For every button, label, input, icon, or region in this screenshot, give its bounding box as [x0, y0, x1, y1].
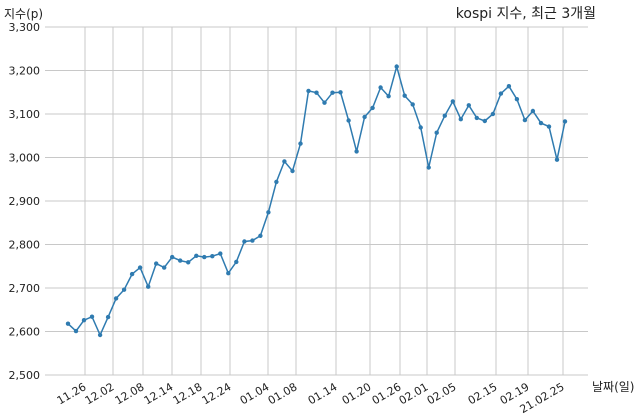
data-point — [402, 93, 407, 98]
data-point — [129, 271, 135, 277]
y-axis-ticks: 2,500 2,600 2,700 2,800 2,900 3,000 3,100 3,200… — [9, 21, 41, 382]
data-point — [442, 113, 447, 118]
data-point — [434, 130, 439, 135]
data-point — [170, 254, 175, 260]
y-tick-label: 3,200 — [9, 65, 41, 78]
x-tick-label: 12.08 — [113, 380, 147, 407]
data-point — [178, 258, 183, 263]
data-point — [362, 114, 367, 120]
data-point — [226, 271, 231, 276]
x-tick-label: 12.18 — [171, 380, 205, 407]
x-tick-label: 01.14 — [306, 380, 340, 407]
data-point — [474, 115, 479, 121]
data-point — [314, 90, 319, 95]
data-point — [154, 261, 159, 266]
data-point — [282, 159, 287, 164]
x-tick-label: 01.08 — [266, 380, 300, 407]
x-tick-label: 02.01 — [397, 380, 431, 407]
data-point — [322, 100, 327, 105]
data-point — [458, 117, 463, 122]
y-tick-label: 3,300 — [9, 21, 41, 34]
data-point — [394, 64, 399, 69]
data-point — [378, 85, 383, 90]
data-point — [81, 318, 87, 323]
x-tick-label: 02.05 — [425, 380, 459, 407]
data-point — [146, 284, 151, 289]
data-point — [73, 328, 79, 334]
x-tick-label: 12.24 — [200, 380, 234, 407]
x-tick-label: 12.14 — [142, 380, 176, 407]
y-tick-label: 2,500 — [9, 369, 41, 382]
data-point — [242, 239, 247, 244]
data-point — [298, 141, 303, 146]
x-tick-label: 12.02 — [83, 380, 117, 407]
data-point — [105, 314, 111, 320]
data-point — [370, 105, 375, 111]
x-tick-label: 02.15 — [466, 380, 500, 407]
data-point — [202, 254, 207, 260]
data-point — [250, 238, 255, 243]
data-point — [506, 84, 512, 89]
data-point — [450, 99, 455, 104]
data-point — [482, 118, 487, 124]
data-point — [97, 332, 103, 338]
data-point — [266, 210, 271, 215]
y-tick-label: 2,900 — [9, 195, 41, 208]
data-point — [418, 125, 423, 130]
data-point — [410, 102, 415, 107]
data-point — [386, 94, 391, 99]
data-point — [121, 287, 127, 292]
data-point — [306, 88, 311, 94]
data-point — [194, 253, 199, 258]
data-point — [330, 90, 335, 95]
x-tick-label: 01.26 — [370, 380, 404, 407]
data-point — [210, 254, 215, 259]
grid-lines — [45, 26, 588, 376]
data-point — [89, 314, 95, 319]
x-tick-label: 01.04 — [238, 380, 272, 407]
data-point — [186, 260, 191, 265]
x-tick-label: 01.20 — [340, 380, 374, 407]
data-point — [554, 157, 560, 162]
data-point — [538, 120, 544, 126]
y-tick-label: 2,800 — [9, 239, 41, 252]
data-point — [490, 111, 496, 117]
x-axis-title: 날짜(일) — [592, 380, 634, 394]
data-point — [546, 124, 552, 129]
data-point — [522, 117, 528, 123]
y-tick-label: 3,000 — [9, 152, 41, 165]
y-tick-label: 2,600 — [9, 326, 41, 339]
series-layer — [65, 63, 568, 338]
chart-title: kospi 지수, 최근 3개월 — [456, 6, 596, 22]
data-point — [530, 108, 536, 114]
data-point — [498, 91, 504, 96]
data-point — [274, 179, 279, 185]
data-point — [514, 97, 520, 102]
data-point — [346, 118, 351, 123]
data-point — [258, 233, 263, 238]
y-tick-label: 3,100 — [9, 108, 41, 121]
data-point — [466, 103, 471, 108]
data-point — [290, 168, 295, 174]
data-point — [137, 265, 143, 270]
data-point — [162, 265, 167, 270]
x-tick-label: 11.26 — [55, 380, 89, 407]
data-point — [234, 259, 239, 265]
y-axis-title: 지수(p) — [4, 7, 43, 21]
data-point — [426, 165, 431, 170]
data-point — [113, 296, 119, 301]
y-tick-label: 2,700 — [9, 282, 41, 295]
data-point — [562, 119, 568, 124]
data-point — [218, 251, 223, 256]
data-point — [65, 321, 71, 326]
data-point — [338, 90, 343, 95]
data-point — [354, 149, 359, 154]
